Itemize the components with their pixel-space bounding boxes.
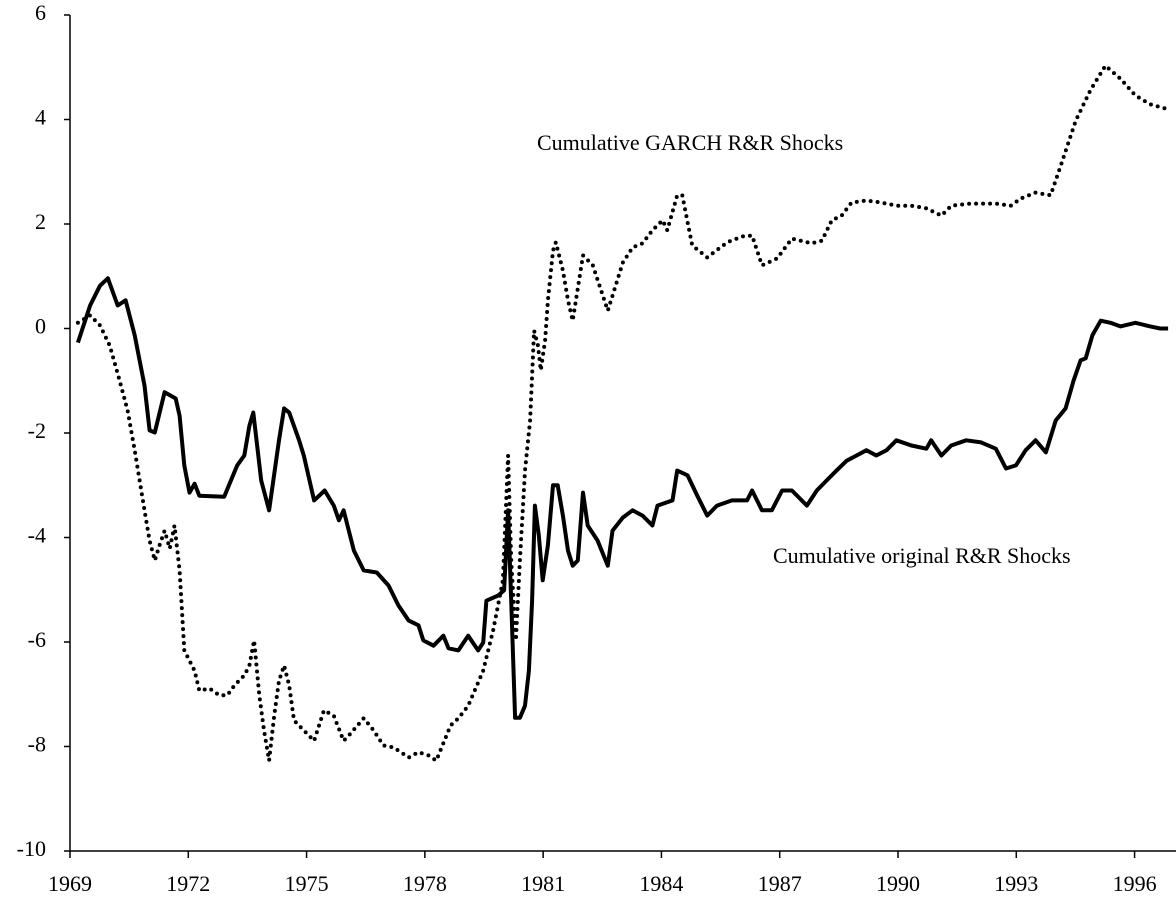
series-line	[75, 63, 1168, 763]
annotation: Cumulative original R&R Shocks	[773, 543, 1071, 568]
x-tick-label: 1972	[166, 871, 210, 896]
x-tick-label: 1993	[994, 871, 1038, 896]
y-tick-label: -6	[28, 627, 46, 652]
x-tick-label: 1969	[48, 871, 92, 896]
x-tick-label: 1996	[1113, 871, 1157, 896]
x-tick-label: 1978	[403, 871, 447, 896]
x-tick-label: 1990	[876, 871, 920, 896]
x-tick-label: 1987	[758, 871, 802, 896]
x-tick-label: 1984	[639, 871, 683, 896]
y-tick-label: -10	[17, 836, 46, 861]
x-tick-label: 1981	[521, 871, 565, 896]
y-tick-label: -8	[28, 732, 46, 757]
series-line	[76, 276, 1169, 720]
y-tick-label: -2	[28, 418, 46, 443]
y-tick-label: 0	[35, 314, 46, 339]
y-tick-label: 2	[35, 209, 46, 234]
y-tick-label: 4	[35, 105, 46, 130]
y-tick-label: 6	[35, 0, 46, 25]
y-tick-label: -4	[28, 523, 46, 548]
x-tick-label: 1975	[285, 871, 329, 896]
annotation: Cumulative GARCH R&R Shocks	[537, 130, 843, 155]
